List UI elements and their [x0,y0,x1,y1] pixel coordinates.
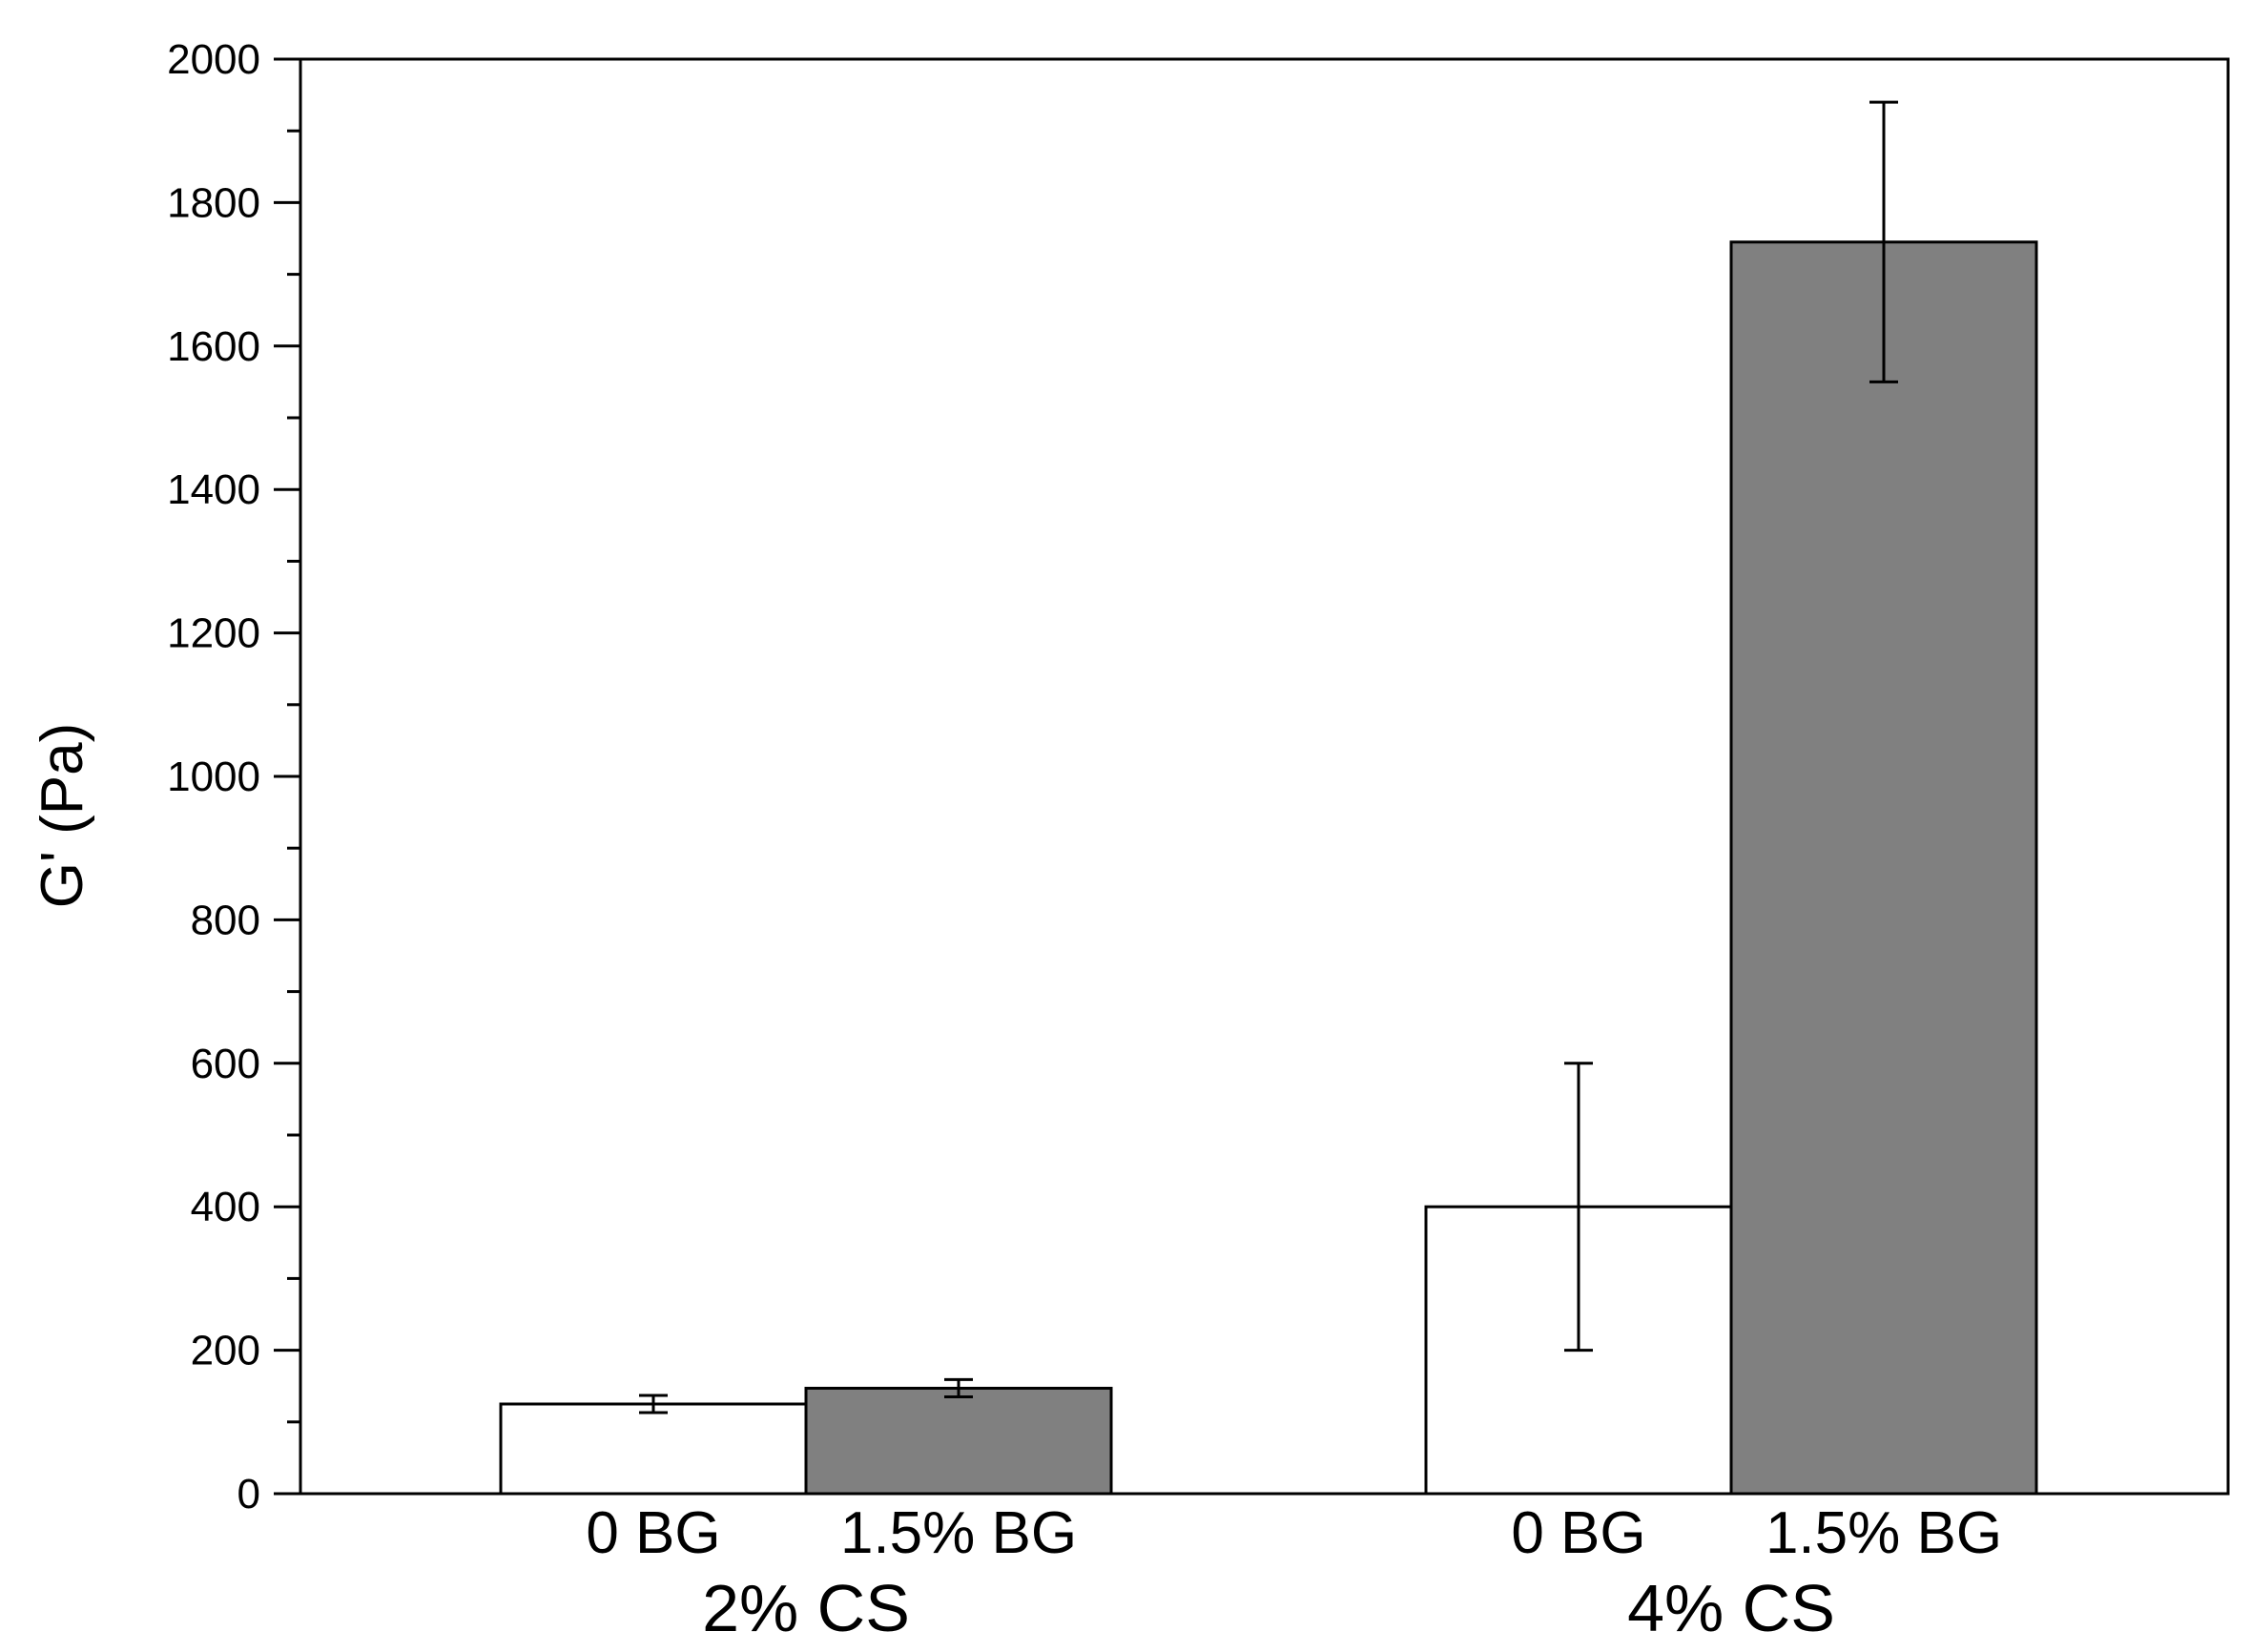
bar-1-2 [804,1386,1113,1496]
bar-label: 1.5% BG [1766,1500,2002,1566]
labels-layer: 0 BG 1.5% BG2% CS0 BG 1.5% BG4% CS02004006… [167,36,2002,1645]
error-bars-layer [639,100,1898,1415]
group-label: 4% CS [1627,1571,1835,1645]
y-tick-label: 200 [191,1328,260,1374]
bar-label: 1.5% BG [840,1500,1077,1566]
y-axis-title: G' (Pa) [30,723,95,908]
y-tick-label: 1800 [167,179,260,226]
axes-layer [274,57,2230,1496]
y-tick-label: 2000 [167,36,260,83]
y-tick-label: 1600 [167,323,260,370]
y-tick-label: 600 [191,1041,260,1087]
bar-label: 0 BG [1511,1500,1645,1566]
bar-2-2 [1729,240,2038,1496]
bar-label: 0 BG [586,1500,720,1566]
y-tick-label: 800 [191,897,260,943]
y-tick-label: 0 [237,1471,260,1518]
bar-1-1 [499,1402,808,1496]
y-tick-label: 400 [191,1184,260,1230]
group-label: 2% CS [702,1571,910,1645]
bars-layer [499,240,2038,1496]
y-tick-label: 1400 [167,466,260,513]
y-tick-label: 1000 [167,754,260,800]
y-tick-label: 1200 [167,610,260,657]
